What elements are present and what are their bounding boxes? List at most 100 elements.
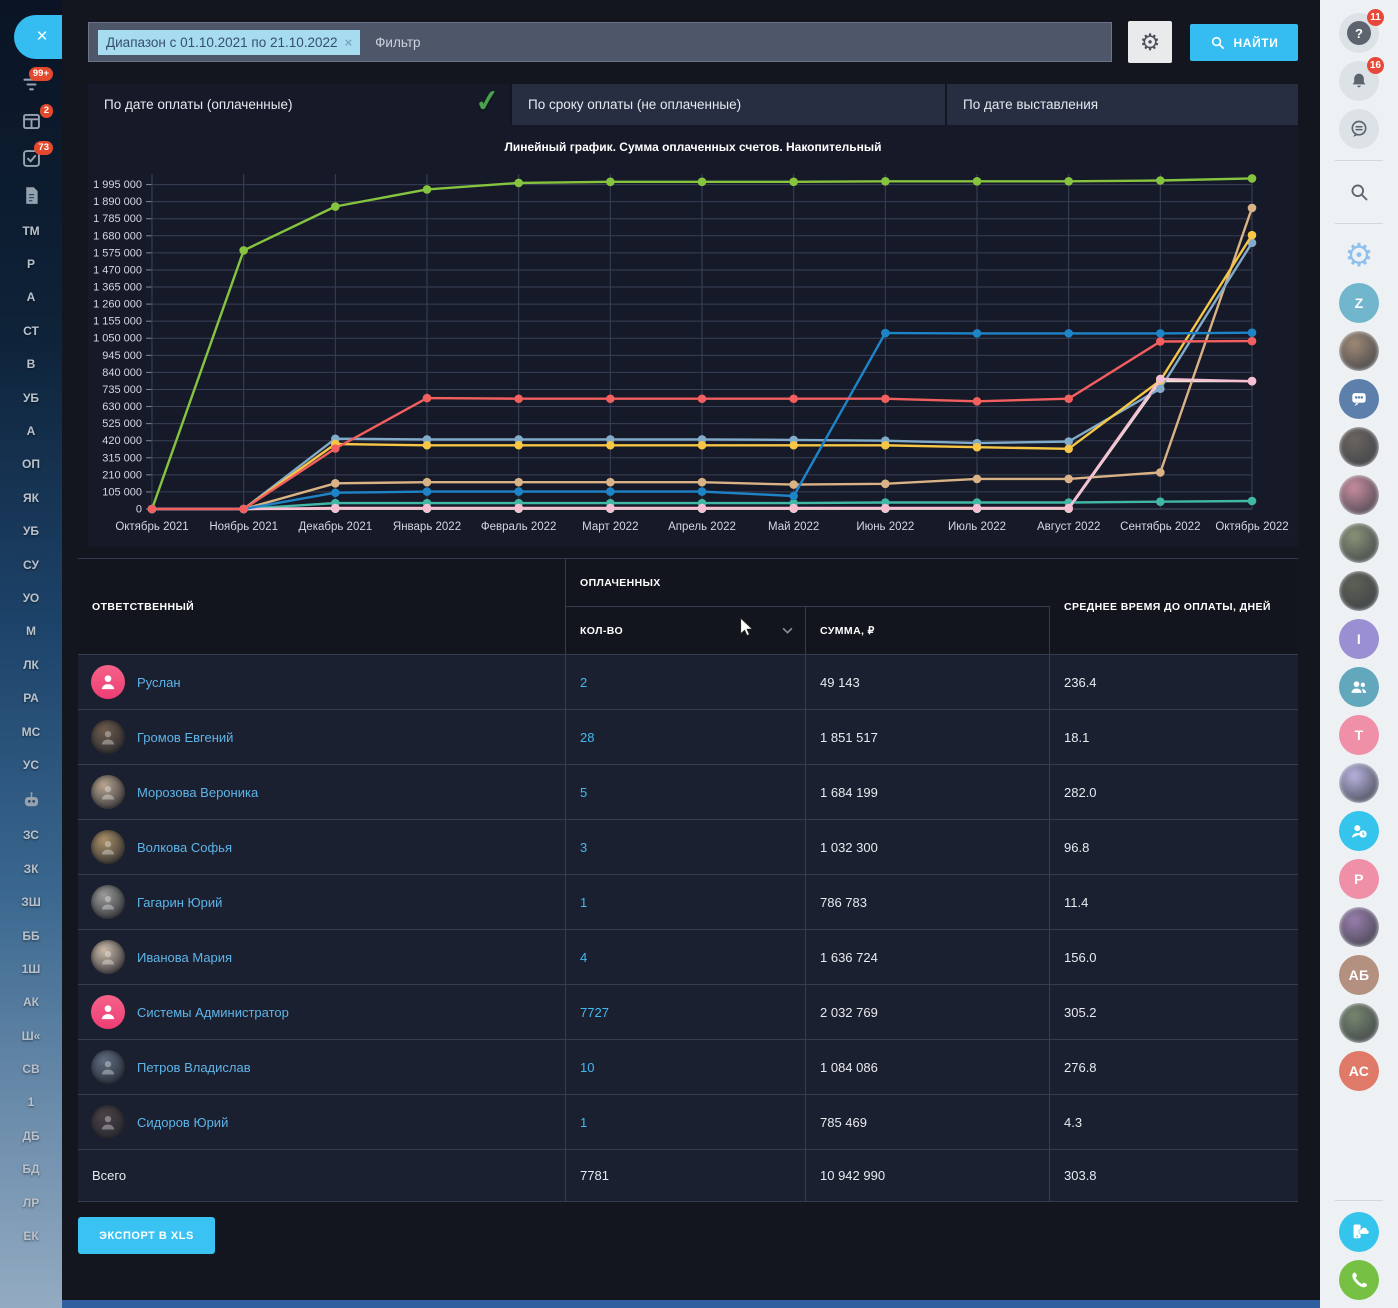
avatar[interactable] [1339,475,1379,515]
column-header-responsible[interactable]: ОТВЕТСТВЕННЫЙ [78,559,566,655]
avatar[interactable] [1339,1003,1379,1043]
search-icon[interactable] [1339,172,1379,212]
column-header-paid[interactable]: ОПЛАЧЕННЫХ [566,559,1050,607]
avatar[interactable] [1339,907,1379,947]
sidebar-item-ЗШ[interactable]: ЗШ [21,895,41,910]
responsible-name[interactable]: Иванова Мария [137,949,233,965]
count-cell[interactable]: 28 [566,710,806,765]
column-header-avg-days[interactable]: СРЕДНЕЕ ВРЕМЯ ДО ОПЛАТЫ, ДНЕЙ [1050,559,1298,655]
chat-lines-icon[interactable] [1339,109,1379,149]
group-chat-icon[interactable] [1339,379,1379,419]
avatar[interactable] [1339,571,1379,611]
count-cell[interactable]: 10 [566,1040,806,1095]
sidebar-item-СТ[interactable]: СТ [23,323,39,338]
sidebar-item-МС[interactable]: МС [21,724,41,739]
sidebar-item-РА[interactable]: РА [23,691,39,706]
responsible-name[interactable]: Волкова Софья [137,839,232,855]
sidebar-item-ОП[interactable]: ОП [22,457,40,472]
sidebar-item-УБ[interactable]: УБ [22,524,40,539]
avatar[interactable] [1339,523,1379,563]
phone-cloud-icon[interactable] [1339,1212,1379,1252]
avatar[interactable] [1339,331,1379,371]
tab-1[interactable]: По сроку оплаты (не оплаченные) [512,84,945,125]
count-cell[interactable]: 7727 [566,985,806,1040]
avatar[interactable]: АС [1339,1051,1379,1091]
responsible-name[interactable]: Громов Евгений [137,729,234,745]
bell-icon[interactable]: 16 [1339,57,1384,101]
sidebar-item-А[interactable]: А [26,290,36,305]
avatar[interactable]: Z [1339,283,1379,323]
responsible-name[interactable]: Руслан [137,674,181,690]
sidebar-item-СУ[interactable]: СУ [23,557,39,572]
person-clock-icon[interactable] [1339,811,1379,851]
filter-input[interactable]: Диапазон с 01.10.2021 по 21.10.2022 × Фи… [88,22,1112,62]
count-cell[interactable]: 1 [566,1095,806,1150]
date-range-chip[interactable]: Диапазон с 01.10.2021 по 21.10.2022 × [98,29,361,55]
sidebar-item-ЗК[interactable]: ЗК [23,861,39,876]
data-point [606,477,615,487]
document-icon[interactable] [0,177,62,214]
responsible-name[interactable]: Системы Администратор [137,1004,289,1020]
sidebar-item-УО[interactable]: УО [22,590,40,605]
sidebar-item-А[interactable]: А [26,424,36,439]
sidebar-item-1[interactable]: 1 [27,1095,35,1110]
count-cell[interactable]: 5 [566,765,806,820]
phone-icon[interactable] [1339,1260,1379,1300]
tab-2[interactable]: По дате выставления [947,84,1298,125]
sidebar-item-БД[interactable]: БД [22,1162,40,1177]
two-people-icon[interactable] [1339,667,1379,707]
tab-0[interactable]: По дате оплаты (оплаченные) ✓ [88,84,510,125]
responsible-name[interactable]: Сидоров Юрий [137,1114,229,1130]
sidebar-item-УС[interactable]: УС [22,757,40,772]
avatar-initials: Z [1354,295,1364,311]
search-button[interactable]: НАЙТИ [1190,24,1298,61]
person-icon [101,1116,115,1130]
sidebar-item-1Ш[interactable]: 1Ш [21,961,41,976]
settings-button[interactable]: ⚙ [1128,21,1172,63]
tasks-icon[interactable]: 73 [0,140,62,177]
sidebar-item-УБ[interactable]: УБ [22,390,40,405]
sidebar-item-СВ[interactable]: СВ [22,1062,40,1077]
count-cell[interactable]: 2 [566,655,806,710]
responsible-cell: Сидоров Юрий [78,1095,566,1150]
avatar[interactable]: I [1339,619,1379,659]
help-icon[interactable]: ? 11 [1339,9,1384,53]
sidebar-item-ДБ[interactable]: ДБ [22,1128,40,1143]
responsible-name[interactable]: Морозова Вероника [137,784,259,800]
responsible-name[interactable]: Гагарин Юрий [137,894,223,910]
close-button[interactable]: × [14,15,62,59]
svg-text:945 000: 945 000 [102,350,142,362]
column-header-count[interactable]: КОЛ-ВО [566,607,806,655]
avatar[interactable]: T [1339,715,1379,755]
avatar[interactable] [1339,763,1379,803]
avg-days-cell: 11.4 [1050,875,1298,930]
avatar[interactable]: P [1339,859,1379,899]
integration-gear-icon[interactable]: ⚙ [1339,235,1379,275]
avatar[interactable]: АБ [1339,955,1379,995]
avatar[interactable] [1339,427,1379,467]
column-header-sum[interactable]: СУММА, ₽ [806,607,1050,655]
sidebar-item-ЛК[interactable]: ЛК [23,657,39,672]
chart-title: Линейный график. Сумма оплаченных счетов… [504,140,882,154]
sidebar-item-ЛР[interactable]: ЛР [22,1195,40,1210]
filter-icon[interactable]: 99+ [0,66,62,103]
sidebar-item-ЯК[interactable]: ЯК [23,490,39,505]
robot-icon[interactable] [0,782,62,819]
sidebar-item-Р[interactable]: Р [26,257,35,272]
tab-label: По сроку оплаты (не оплаченные) [528,97,742,112]
export-xls-button[interactable]: ЭКСПОРТ В XLS [78,1217,215,1254]
count-cell[interactable]: 3 [566,820,806,875]
sidebar-item-ТМ[interactable]: ТМ [22,223,40,238]
board-icon[interactable]: 2 [0,103,62,140]
count-cell[interactable]: 4 [566,930,806,985]
sidebar-item-Ш«[interactable]: Ш« [21,1028,41,1043]
sidebar-item-В[interactable]: В [26,357,36,372]
sidebar-item-ЕК[interactable]: ЕК [23,1229,39,1244]
chip-remove-icon[interactable]: × [344,34,353,50]
sidebar-item-М[interactable]: М [26,624,36,639]
responsible-name[interactable]: Петров Владислав [137,1059,251,1075]
count-cell[interactable]: 1 [566,875,806,930]
sidebar-item-ББ[interactable]: ББ [22,928,40,943]
sidebar-item-ЗС[interactable]: ЗС [23,828,39,843]
sidebar-item-АК[interactable]: АК [23,995,39,1010]
